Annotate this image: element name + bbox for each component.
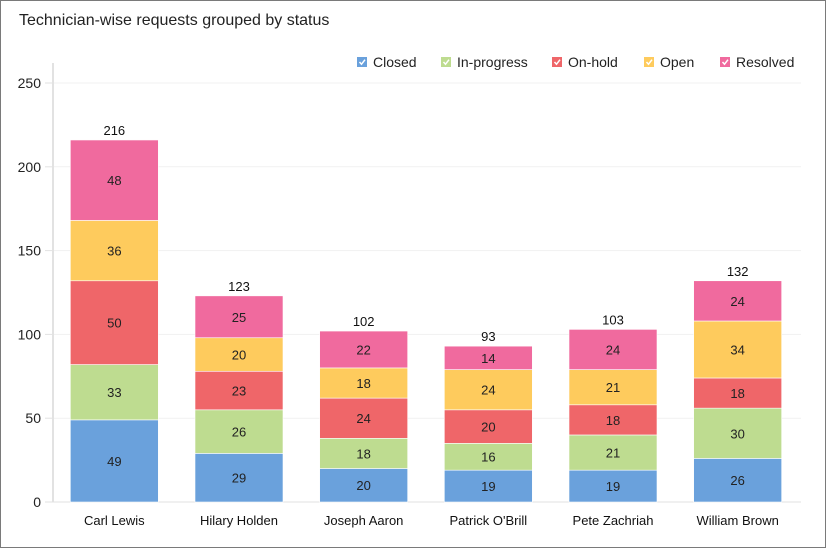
- chart-title: Technician-wise requests grouped by stat…: [19, 12, 330, 29]
- bar-segment-open: [70, 220, 159, 282]
- legend-item-on-hold[interactable]: On-hold: [568, 54, 618, 70]
- data-label: 49: [107, 454, 121, 469]
- legend-item-in-progress[interactable]: In-progress: [457, 54, 528, 70]
- data-label: 30: [730, 426, 744, 441]
- total-label: 102: [353, 314, 375, 329]
- check-icon: [553, 59, 561, 66]
- data-label: 20: [232, 348, 246, 363]
- data-label: 14: [481, 351, 495, 366]
- x-tick-label: William Brown: [696, 513, 778, 528]
- data-label: 36: [107, 244, 121, 259]
- data-label: 34: [730, 342, 744, 357]
- data-label: 26: [232, 425, 246, 440]
- legend-item-resolved[interactable]: Resolved: [736, 54, 794, 70]
- bar-segment-closed: [319, 468, 408, 503]
- data-label: 20: [356, 478, 370, 493]
- x-tick-label: Patrick O'Brill: [450, 513, 528, 528]
- bar-segment-open: [194, 337, 284, 372]
- bar-segment-in-progress: [568, 434, 658, 471]
- data-label: 33: [107, 385, 121, 400]
- bar-segment-open: [444, 369, 533, 411]
- data-label: 16: [481, 450, 495, 465]
- bar-segment-open: [568, 369, 658, 406]
- y-tick-label: 100: [18, 326, 42, 342]
- data-label: 23: [232, 384, 246, 399]
- data-label: 26: [730, 473, 744, 488]
- data-label: 21: [606, 380, 620, 395]
- bar-segment-in-progress: [194, 409, 284, 454]
- x-tick-label: Carl Lewis: [84, 513, 145, 528]
- legend-item-open[interactable]: Open: [660, 54, 694, 70]
- bar-segment-open: [319, 367, 408, 399]
- bar-segment-in-progress: [693, 407, 782, 459]
- data-label: 22: [356, 342, 370, 357]
- bar-segment-resolved: [693, 280, 782, 322]
- bar-segment-on-hold: [319, 397, 408, 439]
- bar-segment-closed: [194, 453, 284, 503]
- data-label: 50: [107, 316, 121, 331]
- data-label: 18: [606, 413, 620, 428]
- bar-segment-on-hold: [194, 370, 284, 411]
- bar-segment-resolved: [444, 345, 533, 370]
- data-label: 25: [232, 310, 246, 325]
- data-label: 19: [481, 479, 495, 494]
- y-tick-label: 250: [18, 75, 42, 91]
- bar-segment-resolved: [194, 295, 284, 339]
- data-label: 20: [481, 420, 495, 435]
- data-label: 24: [356, 411, 370, 426]
- y-tick-label: 200: [18, 159, 42, 175]
- bar-segment-closed: [693, 458, 782, 503]
- y-tick-label: 150: [18, 243, 42, 259]
- bar-segment-on-hold: [70, 280, 159, 365]
- bar-segment-closed: [568, 469, 658, 503]
- data-label: 18: [356, 376, 370, 391]
- total-label: 216: [103, 123, 125, 138]
- bar-segment-resolved: [568, 329, 658, 370]
- bar-segment-resolved: [70, 139, 159, 221]
- check-icon: [721, 59, 729, 66]
- total-label: 123: [228, 279, 250, 294]
- check-icon: [645, 59, 653, 66]
- data-label: 29: [232, 471, 246, 486]
- data-label: 18: [730, 386, 744, 401]
- check-icon: [358, 59, 366, 66]
- bar-segment-closed: [70, 419, 159, 503]
- check-icon: [442, 59, 450, 66]
- legend-checkbox-resolved[interactable]: [720, 57, 730, 67]
- data-label: 24: [481, 383, 495, 398]
- total-label: 93: [481, 329, 495, 344]
- data-label: 24: [730, 294, 744, 309]
- x-tick-label: Hilary Holden: [200, 513, 278, 528]
- data-label: 19: [606, 479, 620, 494]
- y-tick-label: 50: [25, 410, 41, 426]
- bar-segment-on-hold: [568, 404, 658, 436]
- bar-segment-in-progress: [444, 443, 533, 471]
- data-label: 24: [606, 342, 620, 357]
- total-label: 103: [602, 312, 624, 327]
- total-label: 132: [727, 264, 749, 279]
- legend-checkbox-in-progress[interactable]: [441, 57, 451, 67]
- legend-item-closed[interactable]: Closed: [373, 54, 417, 70]
- data-label: 18: [356, 446, 370, 461]
- data-label: 21: [606, 446, 620, 461]
- bar-segment-in-progress: [319, 438, 408, 469]
- bar-segment-resolved: [319, 330, 408, 369]
- x-tick-label: Joseph Aaron: [324, 513, 404, 528]
- y-tick-label: 0: [33, 494, 41, 510]
- data-label: 48: [107, 173, 121, 188]
- legend-checkbox-on-hold[interactable]: [552, 57, 562, 67]
- bar-segment-on-hold: [444, 409, 533, 444]
- bar-segment-on-hold: [693, 377, 782, 409]
- x-tick-label: Pete Zachriah: [573, 513, 654, 528]
- legend-checkbox-closed[interactable]: [357, 57, 367, 67]
- legend-checkbox-open[interactable]: [644, 57, 654, 67]
